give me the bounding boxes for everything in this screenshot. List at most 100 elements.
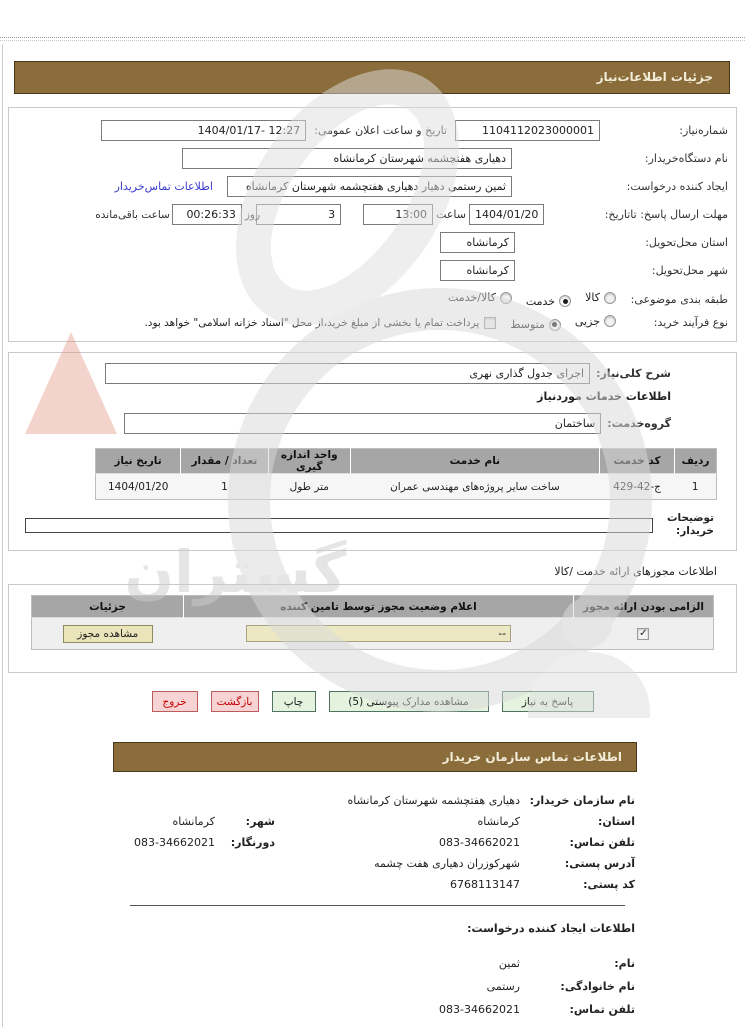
- creator-family-label: نام خانوادگی:: [560, 980, 635, 994]
- print-button[interactable]: چاپ: [271, 691, 316, 713]
- buyer-notes-label: توضیحات خریدار:: [666, 512, 714, 538]
- radio-icon[interactable]: [559, 295, 572, 307]
- purchase-process-row: نوع فرآیند خرید: جزیی متوسط پرداخت تمام ی…: [17, 315, 728, 332]
- services-table: ردیف کد خدمت نام خدمت واحد اندازه گیری ت…: [95, 448, 717, 500]
- services-table-header-row: ردیف کد خدمت نام خدمت واحد اندازه گیری ت…: [95, 448, 717, 474]
- service-table-row: 1 ج-42-429 ساخت سایر پروژه‌های مهندسی عم…: [95, 473, 717, 500]
- deadline-time-input[interactable]: [363, 204, 434, 225]
- reply-deadline-row: مهلت ارسال پاسخ: تاتاریخ: ساعت روز ساعت …: [17, 204, 728, 225]
- creator-info: نام: ثمین نام خانوادگی: رستمی تلفن تماس:…: [0, 957, 635, 1016]
- license-table-row: مشاهده مجوز: [31, 617, 714, 650]
- cell-need-date: 1404/01/20: [95, 473, 181, 500]
- delivery-province-label: استان محل‌تحویل:: [645, 236, 728, 249]
- radio-option[interactable]: کالا/خدمت: [448, 291, 512, 304]
- province-label: استان:: [598, 815, 635, 829]
- creator-phone-value: 083-34662021: [439, 1003, 520, 1017]
- request-creator-row: ایجاد کننده درخواست: اطلاعات تماس‌خریدار: [17, 176, 728, 197]
- reply-deadline-label: مهلت ارسال پاسخ: تاتاریخ:: [604, 208, 728, 221]
- service-group-row: گروه‌خدمت:: [17, 413, 671, 434]
- radio-option-label: خدمت: [525, 294, 556, 308]
- subject-class-row: طبقه بندی موضوعی: کالا خدمت کالا/خدمت: [17, 291, 728, 308]
- service-group-label: گروه‌خدمت:: [607, 417, 671, 430]
- buyer-contact-link[interactable]: اطلاعات تماس‌خریدار: [114, 180, 213, 193]
- col-license-required: الزامی بودن ارائه مجوز: [573, 595, 714, 618]
- license-required-checkbox[interactable]: [637, 628, 650, 641]
- need-number-input[interactable]: [455, 120, 600, 141]
- radio-option[interactable]: متوسط: [510, 318, 561, 331]
- license-section-title: اطلاعات مجوزهای ارائه خدمت /کالا: [554, 565, 717, 579]
- buyer-notes-input[interactable]: [25, 517, 653, 533]
- cell-license-status: [183, 617, 574, 650]
- radio-icon[interactable]: [499, 291, 512, 304]
- buyer-contact-title: اطلاعات تماس سازمان خریدار: [113, 742, 637, 773]
- need-desc-input[interactable]: [105, 363, 591, 384]
- radio-option-label: جزیی: [574, 314, 600, 328]
- deadline-days-input[interactable]: [256, 204, 342, 225]
- services-section-title: اطلاعات خدمات موردنیاز: [537, 390, 671, 403]
- col-quantity: تعداد / مقدار: [179, 448, 269, 474]
- fax-label: دورنگار:: [230, 836, 275, 850]
- top-dotted-separator: [0, 37, 745, 41]
- cell-unit: متر طول: [268, 473, 351, 500]
- radio-icon[interactable]: [548, 318, 561, 331]
- exit-button[interactable]: خروج: [151, 691, 198, 713]
- service-group-input[interactable]: [124, 413, 602, 434]
- postal-code-value: 6768113147: [450, 878, 520, 892]
- delivery-province-row: استان محل‌تحویل:: [17, 232, 728, 253]
- need-desc-row: شرح کلی‌نیاز:: [17, 363, 671, 384]
- delivery-province-input[interactable]: [440, 232, 515, 253]
- radio-option[interactable]: کالا: [585, 291, 616, 304]
- subject-class-radio-group: کالا خدمت کالا/خدمت: [434, 291, 616, 308]
- province-value: کرمانشاه: [477, 815, 520, 829]
- col-service-code: کد خدمت: [599, 448, 675, 474]
- col-license-status: اعلام وضعیت مجوز توسط تامین کننده: [183, 595, 574, 618]
- buyer-org-label: نام دستگاه‌خریدار:: [644, 152, 728, 165]
- radio-option-label: متوسط: [510, 318, 545, 331]
- deadline-days-label: روز: [244, 208, 261, 221]
- deadline-remaining-input[interactable]: [171, 204, 242, 225]
- cell-service-name: ساخت سایر پروژه‌های مهندسی عمران: [350, 473, 600, 500]
- need-number-label: شماره‌نیاز:: [679, 124, 728, 137]
- radio-option-label: کالا: [585, 291, 600, 304]
- org-name-value: دهیاری هفتچشمه شهرستان کرمانشاه: [347, 794, 521, 808]
- postal-address-label: آدرس پستی:: [564, 857, 635, 871]
- treasury-docs-checkbox[interactable]: [484, 316, 497, 329]
- postal-address-value: شهرکوزران دهیاری هفت چشمه: [374, 857, 520, 871]
- delivery-city-label: شهر محل‌تحویل:: [651, 264, 728, 277]
- radio-icon[interactable]: [604, 315, 616, 327]
- page-left-border: [2, 44, 3, 1027]
- need-number-row: شماره‌نیاز: تاریخ و ساعت اعلان عمومی:: [17, 120, 728, 141]
- license-status-input[interactable]: [246, 625, 511, 643]
- page-title: جزئیات اطلاعات‌نیاز: [14, 61, 730, 94]
- services-panel: شرح کلی‌نیاز: اطلاعات خدمات موردنیاز گرو…: [8, 352, 737, 552]
- deadline-remaining-label: ساعت باقی‌مانده: [95, 208, 170, 221]
- radio-option-label: کالا/خدمت: [448, 291, 496, 304]
- phone-value: 083-34662021: [439, 836, 520, 850]
- radio-option[interactable]: خدمت: [525, 294, 572, 308]
- license-panel: الزامی بودن ارائه مجوز اعلام وضعیت مجوز …: [8, 584, 737, 674]
- buyer-org-input[interactable]: [182, 148, 512, 169]
- creator-name-label: نام:: [614, 957, 635, 971]
- deadline-date-input[interactable]: [469, 204, 544, 225]
- buyer-notes-row: توضیحات خریدار:: [25, 512, 714, 538]
- view-attachments-button[interactable]: مشاهده مدارک پیوستی (5): [328, 691, 489, 713]
- back-button[interactable]: بازگشت: [210, 691, 259, 713]
- radio-option[interactable]: جزیی: [575, 315, 616, 328]
- radio-icon[interactable]: [604, 291, 616, 304]
- city-value: کرمانشاه: [172, 815, 215, 829]
- announce-datetime-input[interactable]: [101, 120, 307, 141]
- col-unit: واحد اندازه گیری: [267, 448, 351, 474]
- purchase-process-radio-group: جزیی متوسط: [496, 315, 616, 331]
- delivery-city-input[interactable]: [440, 260, 515, 281]
- buyer-contact-info: نام سازمان خریدار: دهیاری هفتچشمه شهرستا…: [0, 794, 635, 891]
- request-creator-input[interactable]: [227, 176, 512, 197]
- need-desc-label: شرح کلی‌نیاز:: [596, 367, 671, 380]
- respond-to-need-button[interactable]: پاسخ به نیاز: [501, 691, 594, 713]
- view-license-button[interactable]: مشاهده مجوز: [62, 624, 153, 643]
- action-buttons-bar: پاسخ به نیاز مشاهده مدارک پیوستی (5) چاپ…: [0, 691, 745, 713]
- treasury-docs-label: پرداخت تمام یا بخشی از مبلغ خرید،از محل …: [144, 316, 480, 329]
- postal-code-label: کد پستی:: [583, 878, 635, 892]
- request-creator-label: ایجاد کننده درخواست:: [626, 180, 728, 193]
- deadline-hour-label: ساعت: [436, 208, 466, 221]
- delivery-city-row: شهر محل‌تحویل:: [17, 260, 728, 281]
